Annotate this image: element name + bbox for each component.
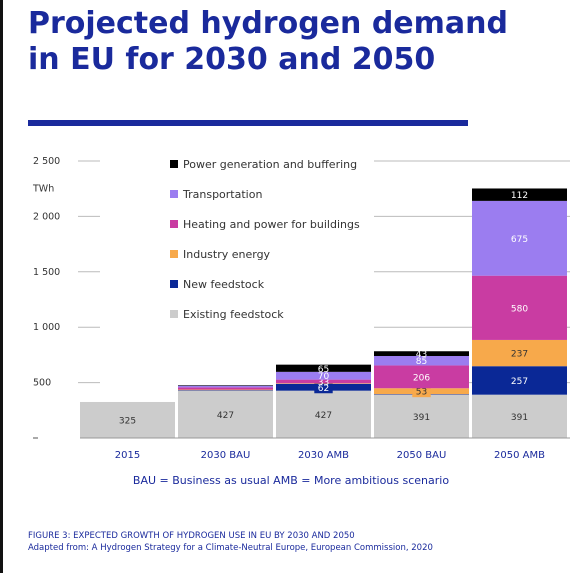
bar-segment [472,200,567,276]
x-tick-label: 2030 BAU [201,450,251,461]
data-label: 427 [315,411,332,421]
caption-title: FIGURE 3: EXPECTED GROWTH OF HYDROGEN US… [28,531,355,541]
x-tick-label: 2015 [115,450,140,461]
bar-segment [374,365,469,389]
bar-segment [276,383,371,384]
title-line2-bold: in EU [28,42,115,77]
data-label: 237 [511,350,528,360]
x-tick-label: 2050 BAU [397,450,447,461]
bar-segment [178,390,273,391]
y-axis-unit: TWh [32,184,54,195]
bar-segment [472,366,567,395]
legend-label: Transportation [182,188,262,201]
legend-label: Industry energy [183,248,271,261]
data-label-box [314,381,333,394]
data-label: 391 [413,413,430,423]
legend-swatch [170,280,178,288]
data-label: 53 [416,388,427,398]
caption-source: Adapted from: A Hydrogen Strategy for a … [28,543,433,553]
legend-swatch [170,220,178,228]
data-label: 43 [416,350,427,360]
bar-segment [472,188,567,201]
stacked-bar-chart: 2 500 2 000 1 500 1 000 500 TWh 325 2015 427 2030… [32,156,570,461]
data-label: 70 [318,372,330,382]
y-tick-label: 1 000 [33,322,60,333]
figure-caption: FIGURE 3: EXPECTED GROWTH OF HYDROGEN US… [28,530,433,554]
data-label: 257 [511,377,528,387]
title-line2: in EU for 2030 and 2050 [28,42,508,78]
bar-segment [374,394,469,438]
title-line2-rest: for 2030 and 2050 [114,42,436,77]
bar-segment [178,387,273,390]
data-label: 580 [511,304,528,314]
left-rule [0,0,3,573]
data-label: 85 [416,357,427,367]
y-tick-label: 1 500 [33,267,60,278]
y-tick-label: 500 [33,378,51,389]
bar-segment [178,389,273,391]
bar-segment [178,385,273,386]
title-underline-bar [28,120,468,126]
bar-segment [178,385,273,388]
legend-label: Power generation and buffering [183,158,357,171]
bar-segment [374,351,469,357]
legend-swatch [170,250,178,258]
bar-segment [276,371,371,380]
bar-segment [80,401,175,438]
y-tick-label: 2 500 [33,156,60,167]
data-label: 206 [413,373,430,383]
bar-segment [276,364,371,372]
data-label: 325 [119,416,136,426]
bar-segment [472,394,567,438]
legend-swatch [170,190,178,198]
abbreviation-note: BAU = Business as usual AMB = More ambit… [132,474,450,487]
data-label: 33 [318,378,329,388]
title-line1: Projected hydrogen demand [28,6,508,41]
legend-label: Heating and power for buildings [183,218,360,231]
data-label: 62 [318,384,329,394]
bar-segment [374,356,469,366]
page-title: Projected hydrogen demand in EU for 2030… [28,6,508,78]
data-label: 112 [511,191,528,201]
data-label: 427 [217,411,234,421]
bar-segment [472,339,567,367]
bar-segment [472,275,567,340]
data-label: 65 [318,365,329,375]
x-tick-label: 2030 AMB [298,450,349,461]
bar-segment [276,390,371,438]
bar-segment [178,390,273,438]
y-tick-label: 2 000 [33,211,60,222]
x-tick-label: 2050 AMB [494,450,545,461]
legend-label: New feedstock [183,278,265,291]
legend-label: Existing feedstock [183,308,284,321]
data-label: 391 [511,413,528,423]
legend-swatch [170,310,178,318]
data-label: 675 [511,235,528,245]
bar-segment [276,379,371,384]
legend-swatch [170,160,178,168]
